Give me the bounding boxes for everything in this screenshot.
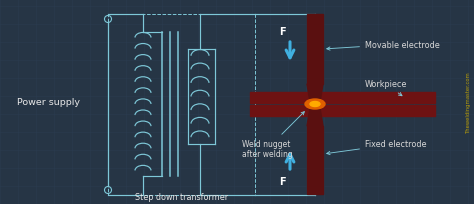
Text: Weld nugget
after welding: Weld nugget after welding [242,112,304,159]
Polygon shape [307,85,323,102]
Text: F: F [279,27,285,37]
Text: Step down transformer: Step down transformer [135,192,228,201]
Ellipse shape [305,100,325,110]
Text: Theweldingmaster.com: Theweldingmaster.com [466,71,471,132]
Bar [307,15,323,85]
Text: Fixed electrode: Fixed electrode [327,140,427,155]
Bar [250,105,435,116]
Text: F: F [279,176,285,186]
Text: Power supply: Power supply [17,98,80,107]
Text: Workpiece: Workpiece [365,80,407,96]
Text: Movable electrode: Movable electrode [327,40,440,51]
Ellipse shape [310,102,320,107]
Bar [250,93,435,103]
Bar [108,15,255,195]
Bar [307,126,323,194]
Polygon shape [307,109,323,126]
